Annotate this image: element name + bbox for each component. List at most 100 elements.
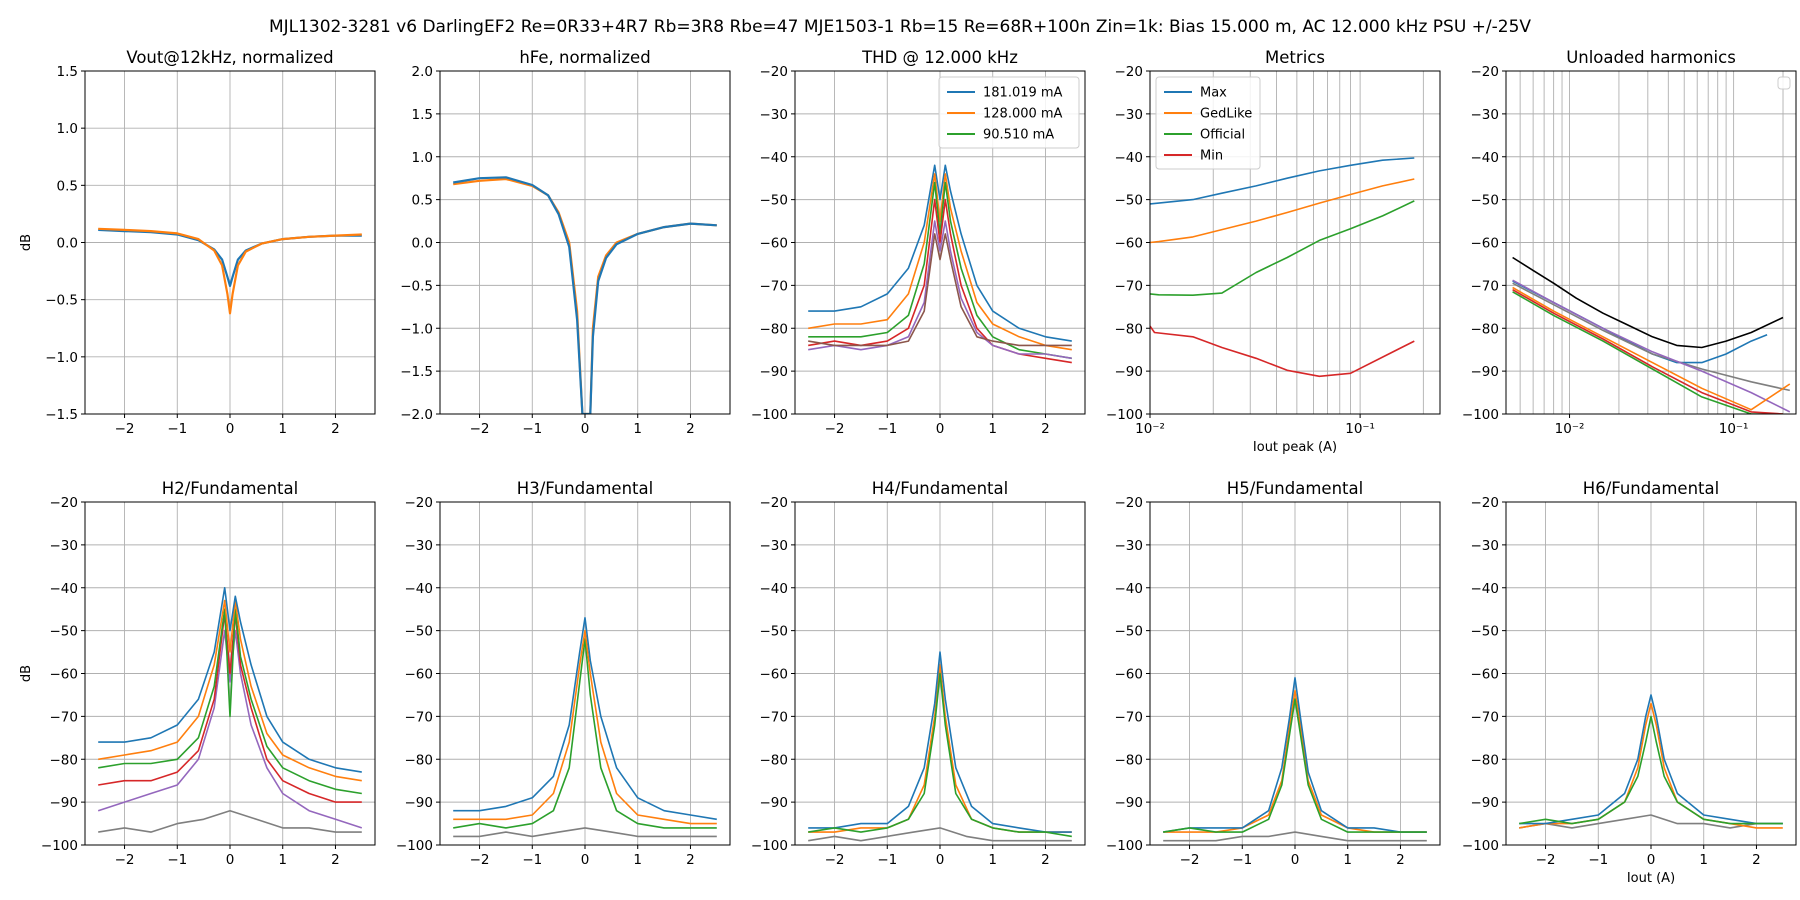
- y-tick-label: −20: [760, 64, 789, 80]
- y-tick-label: −100: [396, 838, 433, 854]
- y-tick-label: −70: [1115, 278, 1144, 294]
- subplot-hfe: −2 −1 0 1 2 −2.0 −1.5 −1.0 −0.5 0.0 0.5 1.0 1.5 2.0 hF…: [400, 48, 731, 437]
- series-line-3: [1150, 325, 1415, 378]
- subplot-title: H6/Fundamental: [1583, 479, 1719, 498]
- x-tick-label: 1: [633, 421, 642, 437]
- x-tick-label: 10⁻²: [1135, 421, 1165, 437]
- y-tick-label: −30: [405, 538, 434, 554]
- y-tick-label: −20: [760, 495, 789, 511]
- series-line-2: [98, 612, 362, 803]
- y-tick-label: −60: [1471, 236, 1500, 252]
- series-line-0: [98, 809, 362, 833]
- series-line-0: [1519, 814, 1783, 829]
- y-tick-label: −90: [1471, 795, 1500, 811]
- y-tick-label: −70: [760, 709, 789, 725]
- series-line-4: [808, 220, 1072, 360]
- x-tick-label: 1: [988, 852, 997, 868]
- series-line-3: [453, 616, 717, 821]
- y-tick-label: 1.5: [57, 64, 78, 80]
- series-line-2: [1512, 282, 1790, 392]
- series-line-0: [1512, 256, 1784, 349]
- subplot-title: Unloaded harmonics: [1566, 48, 1736, 67]
- y-tick-label: −80: [1471, 752, 1500, 768]
- x-tick-label: 2: [686, 421, 695, 437]
- y-tick-label: −70: [760, 278, 789, 294]
- y-axis-label: dB: [19, 665, 34, 682]
- x-tick-label: 0: [581, 852, 590, 868]
- y-tick-label: −50: [1471, 624, 1500, 640]
- x-tick-label: 0: [226, 852, 235, 868]
- subplot-h3: −2 −1 0 1 2 −100 −90 −80 −70 −60 −50 −40 −30 −20 H3/Fu…: [396, 479, 731, 868]
- x-tick-label: −2: [470, 852, 490, 868]
- legend-label: GedLike: [1200, 107, 1252, 122]
- y-tick-label: −90: [1471, 364, 1500, 380]
- series-line-1: [1512, 280, 1768, 364]
- y-tick-label: −70: [1115, 709, 1144, 725]
- y-tick-label: −20: [405, 495, 434, 511]
- subplot-h2: −2 −1 0 1 2 −100 −90 −80 −70 −60 −50 −40 −30 −20 H2/Fu…: [19, 479, 376, 868]
- x-tick-label: −2: [825, 852, 845, 868]
- series-line-2: [808, 651, 1072, 833]
- y-tick-label: −50: [760, 624, 789, 640]
- subplot-title: H4/Fundamental: [872, 479, 1008, 498]
- y-tick-label: −40: [405, 581, 434, 597]
- y-tick-label: −50: [405, 624, 434, 640]
- series-line-1: [808, 173, 1072, 351]
- y-tick-label: −70: [1471, 709, 1500, 725]
- y-tick-label: −100: [1106, 407, 1143, 423]
- x-tick-label: 0: [1291, 852, 1300, 868]
- x-tick-label: 1: [1699, 852, 1708, 868]
- y-tick-label: −40: [1115, 581, 1144, 597]
- y-tick-label: −90: [50, 795, 79, 811]
- series-line-1: [98, 227, 362, 315]
- series-line-2: [1163, 676, 1427, 833]
- x-tick-label: −1: [522, 852, 542, 868]
- series-line-3: [98, 608, 362, 795]
- y-tick-label: −30: [760, 107, 789, 123]
- x-tick-label: 2: [1396, 852, 1405, 868]
- y-tick-label: −20: [1115, 495, 1144, 511]
- series-line-4: [98, 599, 362, 782]
- x-tick-label: −1: [522, 421, 542, 437]
- subplot-h6: −2 −1 0 1 2 −100 −90 −80 −70 −60 −50 −40 −30 −20 H6/Fu…: [1462, 479, 1797, 886]
- y-tick-label: −50: [760, 193, 789, 209]
- x-tick-label: 2: [1041, 852, 1050, 868]
- x-tick-label: −2: [470, 421, 490, 437]
- y-tick-label: −30: [1471, 107, 1500, 123]
- y-tick-label: −2.0: [400, 407, 433, 423]
- x-tick-label: −2: [1180, 852, 1200, 868]
- x-tick-label: 10⁻²: [1555, 421, 1585, 437]
- y-tick-label: −50: [1471, 193, 1500, 209]
- legend-box: [938, 76, 1080, 149]
- y-tick-label: −40: [50, 581, 79, 597]
- subplot-title: Metrics: [1265, 48, 1325, 67]
- legend-label: 128.000 mA: [983, 107, 1063, 122]
- series-line-6: [1512, 289, 1784, 414]
- series-line-1: [1150, 178, 1415, 244]
- y-tick-label: −50: [50, 624, 79, 640]
- subplot-thd: −2 −1 0 1 2 −100 −90 −80 −70 −60 −50 −40 −30 −20 THD @…: [751, 48, 1086, 437]
- y-tick-label: −60: [1115, 667, 1144, 683]
- y-tick-label: 2.0: [412, 64, 433, 80]
- subplot-title: H2/Fundamental: [162, 479, 298, 498]
- y-tick-label: −60: [760, 236, 789, 252]
- y-tick-label: −70: [405, 709, 434, 725]
- y-axis-label: dB: [19, 234, 34, 251]
- series-line-0: [1163, 831, 1427, 842]
- y-tick-label: −60: [1471, 667, 1500, 683]
- y-tick-label: 1.5: [412, 107, 433, 123]
- series-line-2: [453, 629, 717, 825]
- y-tick-label: −60: [405, 667, 434, 683]
- y-tick-label: 0.0: [57, 236, 78, 252]
- y-tick-label: −30: [760, 538, 789, 554]
- series-line-3: [1163, 698, 1427, 833]
- y-tick-label: −30: [1471, 538, 1500, 554]
- legend-label: 90.510 mA: [983, 128, 1054, 143]
- x-tick-label: −2: [115, 852, 135, 868]
- x-tick-label: 0: [936, 852, 945, 868]
- series-group: [1512, 256, 1791, 414]
- legend-label: 181.019 mA: [983, 86, 1063, 101]
- series-line-1: [453, 176, 717, 414]
- subplot-grid: −2 −1 0 1 2 −1.5 −1.0 −0.5 0.0 0.5 1.0 1.5 Vout@12kH…: [19, 48, 1797, 886]
- subplot-title: Vout@12kHz, normalized: [126, 48, 333, 67]
